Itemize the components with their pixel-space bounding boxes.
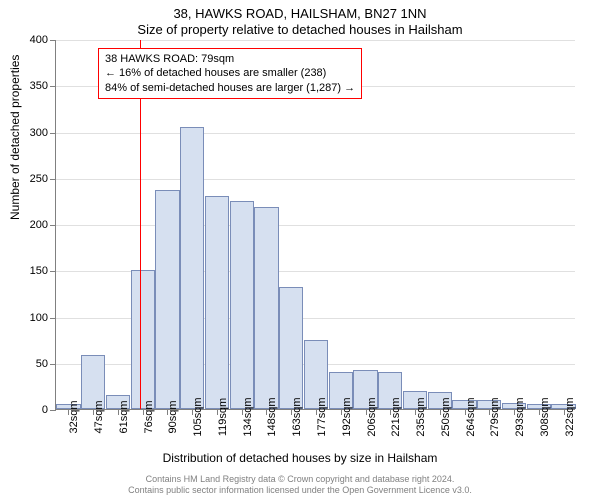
x-tick-label: 235sqm bbox=[415, 397, 427, 436]
y-tick-label: 200 bbox=[30, 219, 48, 231]
y-tick-label: 150 bbox=[30, 265, 48, 277]
y-tick-label: 400 bbox=[30, 34, 48, 46]
x-tick-label: 47sqm bbox=[93, 400, 105, 433]
histogram-bar bbox=[155, 190, 179, 409]
y-tick-label: 300 bbox=[30, 127, 48, 139]
x-tick-label: 250sqm bbox=[440, 397, 452, 436]
x-tick-label: 32sqm bbox=[68, 400, 80, 433]
x-tick-label: 76sqm bbox=[143, 400, 155, 433]
y-tick-label: 100 bbox=[30, 312, 48, 324]
y-tick bbox=[50, 225, 56, 226]
y-tick-label: 50 bbox=[36, 358, 48, 370]
histogram-bar bbox=[230, 201, 254, 409]
footer: Contains HM Land Registry data © Crown c… bbox=[0, 474, 600, 496]
grid-line bbox=[56, 225, 575, 226]
y-tick bbox=[50, 133, 56, 134]
annotation-line3: 84% of semi-detached houses are larger (… bbox=[105, 81, 355, 95]
annotation-box: 38 HAWKS ROAD: 79sqm ← 16% of detached h… bbox=[98, 48, 362, 99]
x-tick-label: 105sqm bbox=[192, 397, 204, 436]
x-tick-label: 192sqm bbox=[341, 397, 353, 436]
histogram-bar bbox=[279, 287, 303, 409]
x-tick-label: 279sqm bbox=[489, 397, 501, 436]
x-tick-label: 308sqm bbox=[539, 397, 551, 436]
grid-line bbox=[56, 179, 575, 180]
y-tick bbox=[50, 179, 56, 180]
y-tick bbox=[50, 40, 56, 41]
x-tick-label: 148sqm bbox=[266, 397, 278, 436]
footer-line2: Contains public sector information licen… bbox=[0, 485, 600, 496]
y-tick bbox=[50, 318, 56, 319]
y-tick-label: 250 bbox=[30, 173, 48, 185]
x-tick-label: 163sqm bbox=[291, 397, 303, 436]
annotation-line2: ← 16% of detached houses are smaller (23… bbox=[105, 66, 355, 80]
y-tick bbox=[50, 364, 56, 365]
chart-title-address: 38, HAWKS ROAD, HAILSHAM, BN27 1NN bbox=[0, 6, 600, 21]
x-tick-label: 119sqm bbox=[217, 398, 229, 436]
grid-line bbox=[56, 133, 575, 134]
chart-title-description: Size of property relative to detached ho… bbox=[0, 22, 600, 37]
y-tick bbox=[50, 86, 56, 87]
annotation-line1: 38 HAWKS ROAD: 79sqm bbox=[105, 52, 355, 66]
histogram-bar bbox=[205, 196, 229, 409]
x-tick-label: 221sqm bbox=[390, 397, 402, 436]
x-tick-label: 90sqm bbox=[167, 400, 179, 433]
y-tick bbox=[50, 410, 56, 411]
y-tick-label: 350 bbox=[30, 80, 48, 92]
histogram-bar bbox=[180, 127, 204, 409]
x-tick-label: 293sqm bbox=[514, 397, 526, 436]
y-tick bbox=[50, 271, 56, 272]
y-tick-label: 0 bbox=[42, 404, 48, 416]
x-tick-label: 61sqm bbox=[118, 400, 130, 433]
footer-line1: Contains HM Land Registry data © Crown c… bbox=[0, 474, 600, 485]
x-tick-label: 264sqm bbox=[465, 397, 477, 436]
histogram-bar bbox=[131, 270, 155, 409]
x-axis-label: Distribution of detached houses by size … bbox=[0, 451, 600, 465]
x-tick-label: 134sqm bbox=[242, 397, 254, 436]
grid-line bbox=[56, 40, 575, 41]
chart-container: 38, HAWKS ROAD, HAILSHAM, BN27 1NN Size … bbox=[0, 0, 600, 500]
y-axis-label: Number of detached properties bbox=[8, 55, 22, 220]
x-tick-label: 322sqm bbox=[564, 397, 576, 436]
x-tick-label: 206sqm bbox=[366, 397, 378, 436]
histogram-bar bbox=[254, 207, 278, 409]
plot-area: 05010015020025030035040032sqm47sqm61sqm7… bbox=[55, 40, 575, 410]
x-tick-label: 177sqm bbox=[316, 397, 328, 436]
